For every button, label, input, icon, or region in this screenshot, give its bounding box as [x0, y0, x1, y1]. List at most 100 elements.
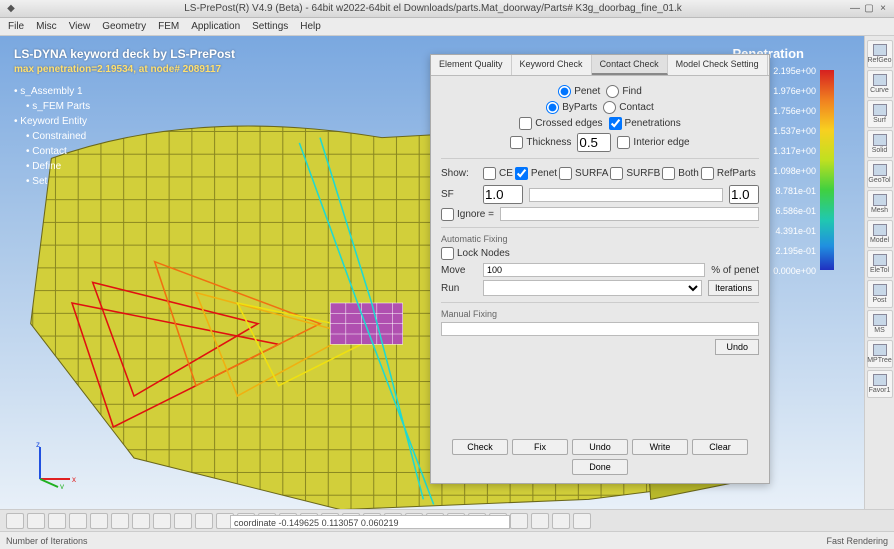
menu-view[interactable]: View	[69, 21, 91, 32]
menu-fem[interactable]: FEM	[158, 21, 179, 32]
tool-surf[interactable]: Surf	[867, 100, 893, 128]
svg-text:z: z	[36, 440, 40, 449]
menu-settings[interactable]: Settings	[252, 21, 288, 32]
show-opt-both[interactable]: Both	[662, 167, 699, 180]
tool-curve[interactable]: Curve	[867, 70, 893, 98]
bottom-tool-0[interactable]	[6, 513, 24, 529]
minimize-button[interactable]: —	[848, 3, 862, 14]
ignore-check[interactable]: Ignore =	[441, 208, 494, 221]
show-opt-surfb[interactable]: SURFB	[610, 167, 660, 180]
show-opt-penet[interactable]: Penet	[515, 167, 557, 180]
tree-item[interactable]: s_Assembly 1	[14, 84, 90, 99]
tool-geotol[interactable]: GeoTol	[867, 160, 893, 188]
run-select[interactable]	[483, 280, 702, 296]
close-button[interactable]: ×	[876, 3, 890, 14]
tool-mesh[interactable]: Mesh	[867, 190, 893, 218]
penet-radio[interactable]: Penet	[558, 85, 600, 98]
undo-button[interactable]: Undo	[572, 439, 628, 455]
window-title: LS-PrePost(R) V4.9 (Beta) - 64bit w2022-…	[18, 3, 848, 14]
bottom-tool-1[interactable]	[27, 513, 45, 529]
bottom-tool-4[interactable]	[90, 513, 108, 529]
move-unit: % of penet	[711, 265, 759, 276]
crossed-check[interactable]: Crossed edges	[519, 117, 602, 130]
bottom-tool-25[interactable]	[531, 513, 549, 529]
show-opt-surfa[interactable]: SURFA	[559, 167, 608, 180]
thickness-check[interactable]: Thickness	[510, 136, 571, 149]
statusbar: Number of Iterations Fast Rendering	[0, 531, 894, 549]
byparts-radio[interactable]: ByParts	[546, 101, 597, 114]
tool-refgeo[interactable]: RefGeo	[867, 40, 893, 68]
run-label: Run	[441, 283, 477, 294]
svg-text:y: y	[60, 482, 64, 489]
tool-ms[interactable]: MS	[867, 310, 893, 338]
legend-tick: 2.195e-01	[775, 246, 816, 256]
sf-label: SF	[441, 189, 477, 200]
tree-item[interactable]: Set	[14, 174, 90, 189]
bottom-tool-3[interactable]	[69, 513, 87, 529]
done-button[interactable]: Done	[572, 459, 628, 475]
legend-tick: 1.976e+00	[773, 86, 816, 96]
sf-range-input[interactable]	[529, 188, 723, 202]
bottom-tool-26[interactable]	[552, 513, 570, 529]
legend-tick: 0.000e+00	[773, 266, 816, 276]
tree-item[interactable]: Constrained	[14, 129, 90, 144]
bottom-tool-9[interactable]	[195, 513, 213, 529]
bottom-tool-27[interactable]	[573, 513, 591, 529]
fix-button[interactable]: Fix	[512, 439, 568, 455]
colorbar-gradient	[820, 70, 834, 270]
maximize-button[interactable]: ▢	[862, 3, 876, 14]
svg-text:x: x	[72, 475, 76, 484]
iterations-button[interactable]: Iterations	[708, 280, 759, 296]
thickness-input[interactable]	[577, 133, 611, 152]
tool-post[interactable]: Post	[867, 280, 893, 308]
tool-mptree[interactable]: MPTree	[867, 340, 893, 368]
bottom-tool-2[interactable]	[48, 513, 66, 529]
bottom-tool-7[interactable]	[153, 513, 171, 529]
bottom-tool-24[interactable]	[510, 513, 528, 529]
bottom-tool-5[interactable]	[111, 513, 129, 529]
tree-item[interactable]: s_FEM Parts	[14, 99, 90, 114]
tree-item[interactable]: Define	[14, 159, 90, 174]
dialog-tab[interactable]: Keyword Check	[512, 55, 592, 75]
right-toolbar: RefGeoCurveSurfSolidGeoTolMeshModelEleTo…	[864, 36, 894, 509]
show-opt-ce[interactable]: CE	[483, 167, 513, 180]
tree-item[interactable]: Contact	[14, 144, 90, 159]
manual-input[interactable]	[441, 322, 759, 336]
dialog-tab[interactable]: Contact Check	[592, 55, 668, 75]
dialog-tab[interactable]: Model Check Setting	[668, 55, 768, 75]
menu-application[interactable]: Application	[191, 21, 240, 32]
menu-geometry[interactable]: Geometry	[102, 21, 146, 32]
bottom-tool-8[interactable]	[174, 513, 192, 529]
ignore-input[interactable]	[500, 207, 759, 221]
interior-check[interactable]: Interior edge	[617, 136, 689, 149]
app-icon: ◆	[4, 3, 18, 14]
manual-undo-button[interactable]: Undo	[715, 339, 759, 355]
contact-radio[interactable]: Contact	[603, 101, 653, 114]
tool-favor1[interactable]: Favor1	[867, 370, 893, 398]
menu-misc[interactable]: Misc	[36, 21, 57, 32]
clear-button[interactable]: Clear	[692, 439, 748, 455]
lock-nodes-check[interactable]: Lock Nodes	[441, 247, 510, 260]
tree-item[interactable]: Keyword Entity	[14, 114, 90, 129]
menu-help[interactable]: Help	[300, 21, 321, 32]
show-opt-refparts[interactable]: RefParts	[701, 167, 756, 180]
contact-check-dialog: Element QualityKeyword CheckContact Chec…	[430, 54, 770, 484]
bottom-tool-6[interactable]	[132, 513, 150, 529]
check-button[interactable]: Check	[452, 439, 508, 455]
penetrations-check[interactable]: Penetrations	[609, 117, 681, 130]
model-tree[interactable]: s_Assembly 1s_FEM PartsKeyword EntityCon…	[14, 84, 90, 189]
menu-file[interactable]: File	[8, 21, 24, 32]
legend-tick: 1.098e+00	[773, 166, 816, 176]
sf-right-input[interactable]	[729, 185, 759, 204]
tool-model[interactable]: Model	[867, 220, 893, 248]
overlay-title: LS-DYNA keyword deck by LS-PrePost	[14, 46, 235, 63]
command-line[interactable]: coordinate -0.149625 0.113057 0.060219	[230, 515, 510, 529]
tool-solid[interactable]: Solid	[867, 130, 893, 158]
dialog-tab[interactable]: Element Quality	[431, 55, 512, 75]
tool-eletol[interactable]: EleTol	[867, 250, 893, 278]
sf-input[interactable]	[483, 185, 523, 204]
move-input[interactable]	[483, 263, 705, 277]
write-button[interactable]: Write	[632, 439, 688, 455]
legend-tick: 2.195e+00	[773, 66, 816, 76]
find-radio[interactable]: Find	[606, 85, 641, 98]
